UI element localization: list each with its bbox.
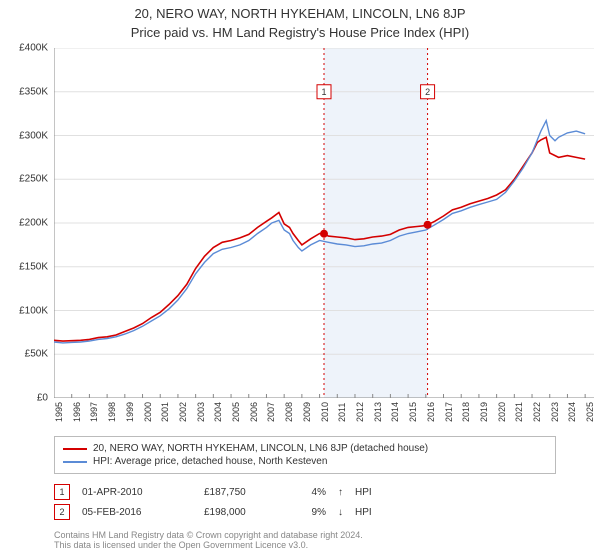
legend-swatch	[63, 461, 87, 463]
sale-row: 2 05-FEB-2016 £198,000 9% ↓ HPI	[54, 504, 556, 520]
x-tick-label: 2001	[160, 402, 170, 422]
x-tick-label: 1997	[89, 402, 99, 422]
x-tick-label: 2020	[497, 402, 507, 422]
chart-svg: 12	[54, 48, 594, 398]
page-subtitle: Price paid vs. HM Land Registry's House …	[0, 25, 600, 40]
x-tick-label: 2015	[408, 402, 418, 422]
x-tick-label: 2014	[390, 402, 400, 422]
sale-date: 05-FEB-2016	[82, 507, 192, 518]
x-tick-label: 2012	[355, 402, 365, 422]
page-title: 20, NERO WAY, NORTH HYKEHAM, LINCOLN, LN…	[0, 6, 600, 21]
sale-price: £187,750	[204, 487, 284, 498]
y-tick-label: £150K	[19, 261, 48, 272]
x-tick-label: 2022	[532, 402, 542, 422]
y-tick-label: £0	[37, 393, 48, 404]
x-tick-label: 2005	[231, 402, 241, 422]
x-tick-label: 2008	[284, 402, 294, 422]
y-tick-label: £200K	[19, 218, 48, 229]
x-tick-label: 2018	[461, 402, 471, 422]
y-tick-label: £50K	[25, 349, 48, 360]
y-tick-label: £350K	[19, 86, 48, 97]
svg-text:1: 1	[321, 87, 326, 97]
y-tick-label: £250K	[19, 174, 48, 185]
legend-label: HPI: Average price, detached house, Nort…	[93, 456, 327, 467]
x-tick-label: 2024	[567, 402, 577, 422]
sales-table: 1 01-APR-2010 £187,750 4% ↑ HPI 2 05-FEB-2016 £1…	[54, 480, 556, 524]
x-tick-label: 2016	[426, 402, 436, 422]
x-tick-label: 2000	[143, 402, 153, 422]
y-tick-label: £100K	[19, 305, 48, 316]
x-tick-label: 1996	[72, 402, 82, 422]
sale-arrow-icon: ↓	[338, 507, 343, 518]
x-tick-label: 2011	[337, 403, 347, 422]
y-axis-labels: £0£50K£100K£150K£200K£250K£300K£350K£400…	[10, 48, 52, 398]
footer-line-1: Contains HM Land Registry data © Crown c…	[54, 530, 556, 540]
sale-pct: 9%	[296, 507, 326, 518]
x-tick-label: 2009	[302, 402, 312, 422]
sale-note: HPI	[355, 507, 372, 518]
svg-text:2: 2	[425, 87, 430, 97]
sale-marker-box: 1	[54, 484, 70, 500]
x-tick-label: 2003	[196, 402, 206, 422]
legend: 20, NERO WAY, NORTH HYKEHAM, LINCOLN, LN…	[54, 436, 556, 474]
x-tick-label: 2007	[266, 402, 276, 422]
legend-item: 20, NERO WAY, NORTH HYKEHAM, LINCOLN, LN…	[63, 443, 547, 454]
x-tick-label: 1995	[54, 402, 64, 422]
sale-pct: 4%	[296, 487, 326, 498]
footer-line-2: This data is licensed under the Open Gov…	[54, 540, 556, 550]
x-tick-label: 2017	[444, 402, 454, 422]
plot: 12	[54, 48, 594, 398]
legend-item: HPI: Average price, detached house, Nort…	[63, 456, 547, 467]
y-tick-label: £400K	[19, 43, 48, 54]
legend-swatch	[63, 448, 87, 450]
x-tick-label: 2025	[585, 402, 595, 422]
x-tick-label: 2010	[320, 402, 330, 422]
x-tick-label: 2002	[178, 402, 188, 422]
y-tick-label: £300K	[19, 130, 48, 141]
chart-area: £0£50K£100K£150K£200K£250K£300K£350K£400…	[10, 48, 590, 428]
x-tick-label: 2021	[514, 402, 524, 422]
x-tick-label: 2013	[373, 402, 383, 422]
footer: Contains HM Land Registry data © Crown c…	[54, 530, 556, 550]
x-tick-label: 1998	[107, 402, 117, 422]
sale-note: HPI	[355, 487, 372, 498]
sale-row: 1 01-APR-2010 £187,750 4% ↑ HPI	[54, 484, 556, 500]
x-tick-label: 2004	[213, 402, 223, 422]
legend-label: 20, NERO WAY, NORTH HYKEHAM, LINCOLN, LN…	[93, 443, 428, 454]
x-tick-label: 2006	[249, 402, 259, 422]
sale-date: 01-APR-2010	[82, 487, 192, 498]
sale-price: £198,000	[204, 507, 284, 518]
x-tick-label: 2019	[479, 402, 489, 422]
x-axis-labels: 1995 1996 1997 1998 1999 2000 2001 2002 2003 2004…	[54, 400, 594, 428]
x-tick-label: 2023	[550, 402, 560, 422]
sale-arrow-icon: ↑	[338, 487, 343, 498]
x-tick-label: 1999	[125, 402, 135, 422]
sale-marker-box: 2	[54, 504, 70, 520]
container: 20, NERO WAY, NORTH HYKEHAM, LINCOLN, LN…	[0, 0, 600, 560]
